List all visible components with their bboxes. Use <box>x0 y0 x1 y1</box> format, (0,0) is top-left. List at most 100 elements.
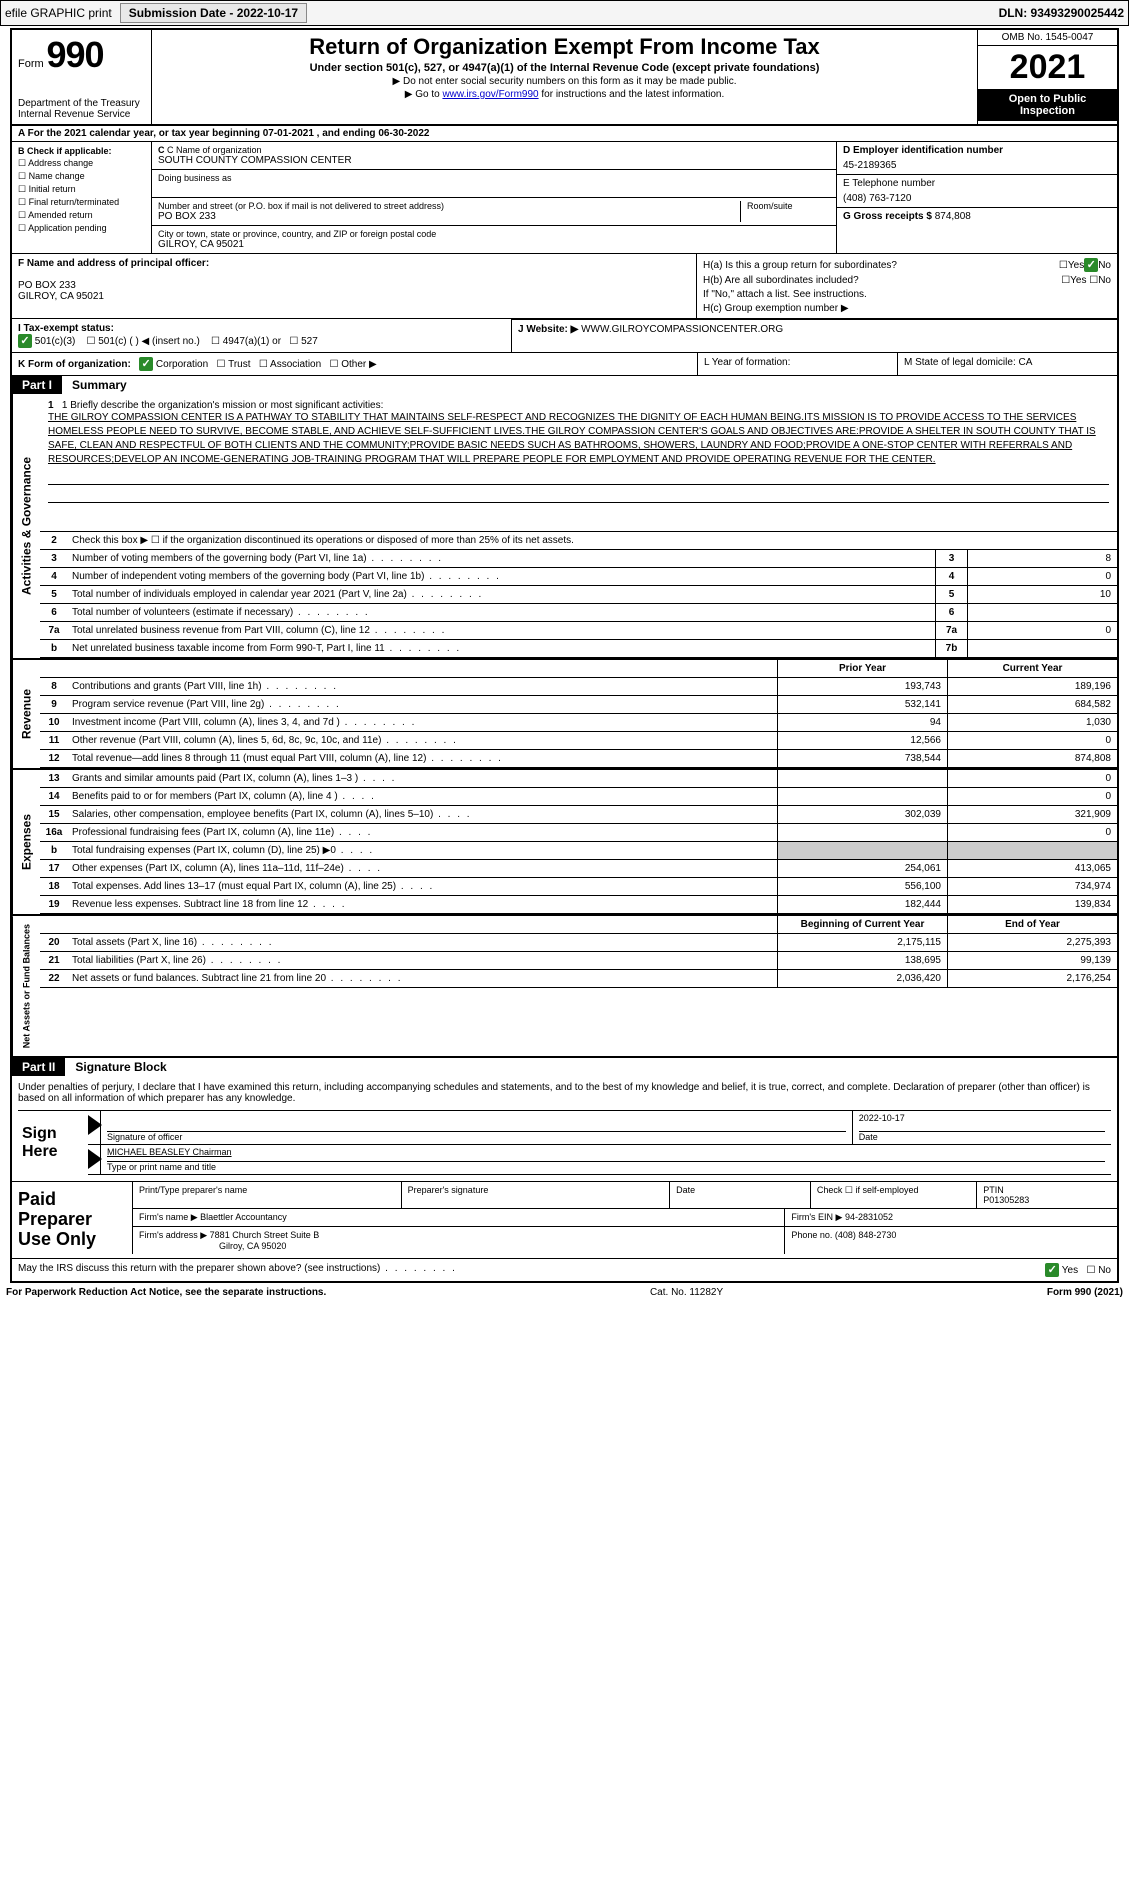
net-assets-section: Net Assets or Fund Balances Beginning of… <box>12 916 1117 1058</box>
dept-treasury: Department of the Treasury <box>18 98 145 109</box>
form-word: Form <box>18 58 44 70</box>
cell-org-name: C C Name of organization SOUTH COUNTY CO… <box>152 142 836 170</box>
column-b: B Check if applicable: ☐ Address change … <box>12 142 152 253</box>
side-governance: Activities & Governance <box>12 394 40 658</box>
prep-row-1: Print/Type preparer's name Preparer's si… <box>132 1182 1117 1209</box>
omb-number: OMB No. 1545-0047 <box>978 30 1117 46</box>
sub3-post: for instructions and the latest informat… <box>541 89 724 100</box>
table-row: 8Contributions and grants (Part VIII, li… <box>40 678 1117 696</box>
form-wrapper: Form 990 Department of the Treasury Inte… <box>10 28 1119 1283</box>
sub3-pre: ▶ Go to <box>405 89 443 100</box>
row-i-j: I Tax-exempt status: ✓ 501(c)(3) ☐ 501(c… <box>12 319 1117 353</box>
dln-label: DLN: 93493290025442 <box>999 6 1124 20</box>
column-c: C C Name of organization SOUTH COUNTY CO… <box>152 142 837 253</box>
check-icon: ✓ <box>18 334 32 348</box>
bottom-footer: For Paperwork Reduction Act Notice, see … <box>0 1285 1129 1300</box>
table-row: 22Net assets or fund balances. Subtract … <box>40 970 1117 988</box>
form-header: Form 990 Department of the Treasury Inte… <box>12 30 1117 126</box>
discuss-yes-no: ✓ Yes ☐ No <box>1045 1263 1111 1277</box>
chk-final: ☐ Final return/terminated <box>18 197 145 208</box>
row-6: 6Total number of volunteers (estimate if… <box>40 604 1117 622</box>
identity-block: B Check if applicable: ☐ Address change … <box>12 142 1117 254</box>
part-2-header: Part II Signature Block <box>12 1058 1117 1076</box>
state-domicile: M State of legal domicile: CA <box>897 353 1117 375</box>
part-2-title: Signature Block <box>65 1058 1117 1076</box>
top-bar: efile GRAPHIC print Submission Date - 20… <box>0 0 1129 26</box>
table-row: 17Other expenses (Part IX, column (A), l… <box>40 860 1117 878</box>
table-row: 11Other revenue (Part VIII, column (A), … <box>40 732 1117 750</box>
prep-row-3: Firm's address ▶ 7881 Church Street Suit… <box>132 1227 1117 1254</box>
irs-link[interactable]: www.irs.gov/Form990 <box>442 89 538 100</box>
penalty-text: Under penalties of perjury, I declare th… <box>18 1082 1111 1104</box>
table-row: 9Program service revenue (Part VIII, lin… <box>40 696 1117 714</box>
submission-date-btn[interactable]: Submission Date - 2022-10-17 <box>120 3 307 23</box>
side-revenue: Revenue <box>12 660 40 768</box>
row-2: 2 Check this box ▶ ☐ if the organization… <box>40 532 1117 550</box>
header-right: OMB No. 1545-0047 2021 Open to Public In… <box>977 30 1117 124</box>
row-3: 3Number of voting members of the governi… <box>40 550 1117 568</box>
part-1-header: Part I Summary <box>12 376 1117 394</box>
table-row: 14Benefits paid to or for members (Part … <box>40 788 1117 806</box>
form-subtitle-2: ▶ Do not enter social security numbers o… <box>160 76 969 87</box>
cat-no: Cat. No. 11282Y <box>326 1287 1047 1298</box>
form-subtitle-1: Under section 501(c), 527, or 4947(a)(1)… <box>160 62 969 74</box>
ein-value: 45-2189365 <box>843 160 1111 171</box>
row-7b: bNet unrelated business taxable income f… <box>40 640 1117 658</box>
cell-phone: E Telephone number (408) 763-7120 <box>837 175 1117 208</box>
ptin: P01305283 <box>983 1195 1029 1205</box>
mission-text: THE GILROY COMPASSION CENTER IS A PATHWA… <box>48 411 1109 467</box>
prep-row-2: Firm's name ▶ Blaettler Accountancy Firm… <box>132 1209 1117 1227</box>
form-ref: Form 990 (2021) <box>1047 1287 1123 1298</box>
chk-initial: ☐ Initial return <box>18 184 145 195</box>
row-f-h: F Name and address of principal officer:… <box>12 254 1117 319</box>
firm-phone: (408) 848-2730 <box>835 1230 897 1240</box>
row-a-text: A For the 2021 calendar year, or tax yea… <box>18 128 429 139</box>
table-row: 13Grants and similar amounts paid (Part … <box>40 770 1117 788</box>
part-2-num: Part II <box>12 1058 65 1076</box>
gross-receipts: 874,808 <box>935 211 971 222</box>
tax-year: 2021 <box>978 46 1117 89</box>
table-row: 19Revenue less expenses. Subtract line 1… <box>40 896 1117 914</box>
form-number: 990 <box>46 34 103 75</box>
row-a-tax-year: A For the 2021 calendar year, or tax yea… <box>12 126 1117 142</box>
form-title: Return of Organization Exempt From Incom… <box>160 34 969 60</box>
row-4: 4Number of independent voting members of… <box>40 568 1117 586</box>
chk-app-pending: ☐ Application pending <box>18 223 145 234</box>
part-1-num: Part I <box>12 376 62 394</box>
cell-ein: D Employer identification number 45-2189… <box>837 142 1117 175</box>
phone-value: (408) 763-7120 <box>843 193 1111 204</box>
part-1-title: Summary <box>62 376 1117 394</box>
check-icon: ✓ <box>139 357 153 371</box>
website-value: WWW.GILROYCOMPASSIONCENTER.ORG <box>581 324 783 335</box>
table-row: 21Total liabilities (Part X, line 26)138… <box>40 952 1117 970</box>
row-k-l-m: K Form of organization: ✓ Corporation ☐ … <box>12 353 1117 376</box>
rev-header: Prior Year Current Year <box>40 660 1117 678</box>
signature-block: Under penalties of perjury, I declare th… <box>12 1076 1117 1181</box>
year-formation: L Year of formation: <box>697 353 897 375</box>
group-return: H(a) Is this a group return for subordin… <box>697 254 1117 318</box>
form-of-org: K Form of organization: ✓ Corporation ☐ … <box>12 353 697 375</box>
firm-addr: 7881 Church Street Suite B <box>210 1230 320 1240</box>
tax-exempt-status: I Tax-exempt status: ✓ 501(c)(3) ☐ 501(c… <box>12 319 512 352</box>
cell-gross: G Gross receipts $ 874,808 <box>837 208 1117 225</box>
cell-city: City or town, state or province, country… <box>152 226 836 253</box>
table-row: 18Total expenses. Add lines 13–17 (must … <box>40 878 1117 896</box>
column-d: D Employer identification number 45-2189… <box>837 142 1117 253</box>
row-7a: 7aTotal unrelated business revenue from … <box>40 622 1117 640</box>
org-name: SOUTH COUNTY COMPASSION CENTER <box>158 155 830 166</box>
row-5: 5Total number of individuals employed in… <box>40 586 1117 604</box>
side-expenses: Expenses <box>12 770 40 914</box>
paid-preparer-label: Paid Preparer Use Only <box>12 1182 132 1257</box>
header-left: Form 990 Department of the Treasury Inte… <box>12 30 152 124</box>
table-row: 12Total revenue—add lines 8 through 11 (… <box>40 750 1117 768</box>
discuss-row: May the IRS discuss this return with the… <box>12 1258 1117 1281</box>
table-row: 16aProfessional fundraising fees (Part I… <box>40 824 1117 842</box>
preparer-block: Paid Preparer Use Only Print/Type prepar… <box>12 1181 1117 1257</box>
chk-name: ☐ Name change <box>18 171 145 182</box>
col-b-title: B Check if applicable: <box>18 146 112 156</box>
firm-name: Blaettler Accountancy <box>200 1212 287 1222</box>
table-row: 15Salaries, other compensation, employee… <box>40 806 1117 824</box>
cell-address: Number and street (or P.O. box if mail i… <box>152 198 836 226</box>
efile-label: efile GRAPHIC print <box>5 6 112 20</box>
sign-here-label: Sign Here <box>18 1111 88 1175</box>
